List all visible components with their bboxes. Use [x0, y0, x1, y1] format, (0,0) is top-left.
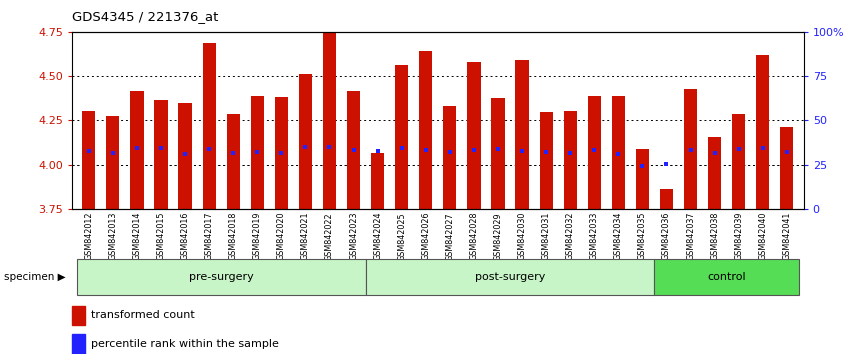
Text: GSM842013: GSM842013 [108, 212, 118, 260]
Bar [588, 97, 601, 209]
FancyBboxPatch shape [655, 259, 799, 295]
Text: GSM842039: GSM842039 [734, 212, 743, 261]
Bar [467, 62, 481, 209]
Text: GSM842029: GSM842029 [493, 212, 503, 261]
Text: GSM842020: GSM842020 [277, 212, 286, 261]
Bar [347, 91, 360, 209]
Bar [202, 44, 216, 209]
Text: GSM842022: GSM842022 [325, 212, 334, 261]
Text: GSM842016: GSM842016 [180, 212, 190, 260]
Text: GSM842027: GSM842027 [445, 212, 454, 261]
Bar [636, 149, 649, 209]
Bar [443, 106, 457, 209]
Text: GSM842036: GSM842036 [662, 212, 671, 260]
Bar [72, 334, 85, 354]
Text: transformed count: transformed count [91, 310, 195, 320]
Text: GSM842032: GSM842032 [566, 212, 574, 261]
Bar [780, 127, 794, 209]
Text: GSM842015: GSM842015 [157, 212, 166, 261]
Text: GSM842038: GSM842038 [710, 212, 719, 260]
Text: pre-surgery: pre-surgery [189, 272, 254, 282]
Text: GSM842035: GSM842035 [638, 212, 647, 261]
Text: control: control [707, 272, 746, 282]
FancyBboxPatch shape [365, 259, 655, 295]
Text: GSM842025: GSM842025 [397, 212, 406, 261]
Bar [419, 51, 432, 209]
Text: GSM842023: GSM842023 [349, 212, 358, 261]
Bar [371, 153, 384, 209]
Text: GSM842012: GSM842012 [85, 212, 93, 261]
Text: GSM842034: GSM842034 [614, 212, 623, 260]
Text: GSM842021: GSM842021 [301, 212, 310, 261]
Bar [708, 137, 722, 209]
Bar [660, 188, 673, 209]
Bar [684, 88, 697, 209]
Text: GSM842030: GSM842030 [518, 212, 526, 260]
Text: specimen ▶: specimen ▶ [4, 272, 66, 282]
Bar [107, 116, 119, 209]
Bar [492, 98, 504, 209]
Bar [540, 113, 552, 209]
Bar [395, 64, 409, 209]
Bar [612, 97, 625, 209]
Bar [756, 55, 769, 209]
Text: percentile rank within the sample: percentile rank within the sample [91, 339, 279, 349]
Text: post-surgery: post-surgery [475, 272, 545, 282]
Bar [275, 97, 288, 209]
Text: GDS4345 / 221376_at: GDS4345 / 221376_at [72, 10, 218, 23]
Text: GSM842041: GSM842041 [783, 212, 791, 260]
Text: GSM842017: GSM842017 [205, 212, 214, 261]
Text: GSM842024: GSM842024 [373, 212, 382, 261]
Text: GSM842028: GSM842028 [470, 212, 479, 261]
Bar [130, 91, 144, 209]
Text: GSM842026: GSM842026 [421, 212, 431, 261]
Text: GSM842040: GSM842040 [758, 212, 767, 260]
Bar [515, 60, 529, 209]
Bar [563, 111, 577, 209]
FancyBboxPatch shape [77, 259, 365, 295]
Bar [227, 114, 239, 209]
Bar [72, 306, 85, 325]
Bar [82, 111, 96, 209]
Bar [250, 97, 264, 209]
Bar [732, 114, 745, 209]
Bar [323, 33, 336, 209]
Text: GSM842019: GSM842019 [253, 212, 261, 261]
Text: GSM842031: GSM842031 [541, 212, 551, 260]
Bar [154, 100, 168, 209]
Bar [179, 103, 192, 209]
Text: GSM842033: GSM842033 [590, 212, 599, 260]
Text: GSM842014: GSM842014 [133, 212, 141, 260]
Text: GSM842037: GSM842037 [686, 212, 695, 261]
Bar [299, 74, 312, 209]
Text: GSM842018: GSM842018 [228, 212, 238, 260]
